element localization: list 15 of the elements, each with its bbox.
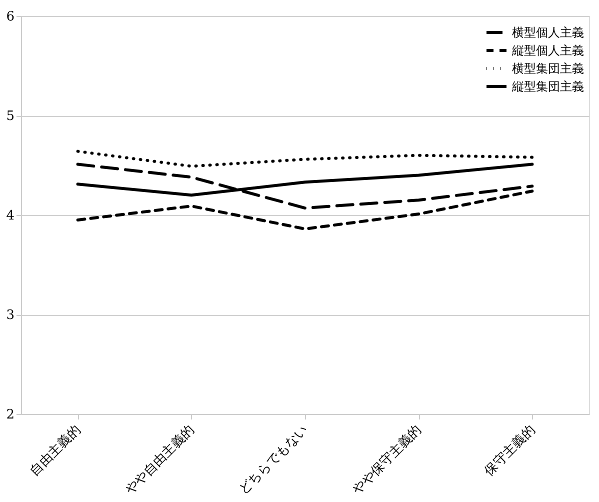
- y-tick-label: 6: [6, 10, 14, 24]
- legend-label: 横型個人主義: [512, 26, 584, 40]
- y-tick-label: 4: [6, 208, 14, 224]
- x-tick-label: 保守主義的: [481, 422, 538, 480]
- x-tick-label: 自由主義的: [26, 422, 84, 480]
- legend-label: 縦型個人主義: [511, 44, 584, 58]
- y-tick-label: 5: [6, 109, 14, 124]
- x-tick-label: どちらでもない: [236, 422, 312, 498]
- x-tick-label: やや保守主義的: [349, 422, 425, 498]
- legend-label: 縦型集団主義: [511, 80, 584, 94]
- y-tick-label: 3: [6, 308, 14, 323]
- legend-label: 横型集団主義: [512, 62, 584, 76]
- x-tick-label: やや自由主義的: [122, 422, 198, 498]
- y-tick-label: 2: [6, 408, 14, 422]
- line-series: [76, 150, 534, 168]
